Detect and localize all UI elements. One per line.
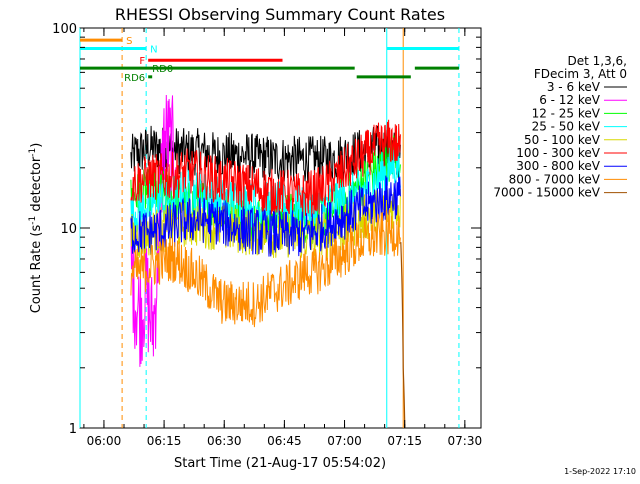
x-tick-label-1: 06:15 bbox=[147, 434, 182, 448]
legend-label-3: 25 - 50 keV bbox=[532, 120, 601, 134]
decimation-bars: S NF RD0 RD6 bbox=[80, 36, 459, 84]
series-line-5 bbox=[130, 119, 401, 218]
legend-label-5: 100 - 300 keV bbox=[516, 146, 600, 160]
y-tick-label-1: 10 bbox=[60, 222, 77, 237]
series-group bbox=[130, 94, 406, 429]
y-axis-label: Count Rate (s-1 detector-1) bbox=[28, 143, 44, 314]
x-tick-label-5: 07:15 bbox=[387, 434, 422, 448]
x-tick-label-4: 07:00 bbox=[327, 434, 362, 448]
legend-title-2: FDecim 3, Att 0 bbox=[534, 67, 627, 81]
decim-label-3: RD0 bbox=[152, 64, 173, 75]
series-line-0 bbox=[130, 125, 401, 184]
legend-label-2: 12 - 25 keV bbox=[532, 106, 601, 120]
decim-label-1: N bbox=[150, 44, 157, 55]
legend-title-1: Det 1,3,6, bbox=[568, 54, 628, 68]
series-line-7 bbox=[130, 209, 401, 328]
legend-label-1: 6 - 12 keV bbox=[539, 93, 601, 107]
x-axis-label: Start Time (21-Aug-17 05:54:02) bbox=[174, 456, 386, 471]
legend-label-8: 7000 - 15000 keV bbox=[493, 186, 600, 200]
x-tick-label-3: 06:45 bbox=[267, 434, 302, 448]
series-line-8 bbox=[400, 242, 406, 429]
series-line-1 bbox=[130, 94, 177, 367]
legend-label-0: 3 - 6 keV bbox=[547, 80, 601, 94]
series-line-6 bbox=[130, 175, 401, 257]
decim-label-7: RD6 bbox=[124, 73, 145, 84]
axes: 06:00 06:15 06:30 06:45 07:00 07:15 07:30 1 10 10… bbox=[52, 22, 482, 448]
x-tick-label-2: 06:30 bbox=[207, 434, 242, 448]
y-tick-label-0: 1 bbox=[69, 422, 77, 437]
legend-label-7: 800 - 7000 keV bbox=[509, 172, 601, 186]
legend-label-6: 300 - 800 keV bbox=[516, 159, 600, 173]
timestamp: 1-Sep-2022 17:10 bbox=[564, 467, 636, 476]
chart-title: RHESSI Observing Summary Count Rates bbox=[115, 5, 445, 24]
legend-label-4: 50 - 100 keV bbox=[524, 133, 601, 147]
x-tick-label-6: 07:30 bbox=[448, 434, 483, 448]
x-tick-label-0: 06:00 bbox=[87, 434, 122, 448]
decim-label-2: F bbox=[139, 56, 145, 67]
decim-label-0: S bbox=[126, 36, 132, 47]
y-tick-label-2: 100 bbox=[52, 22, 77, 37]
